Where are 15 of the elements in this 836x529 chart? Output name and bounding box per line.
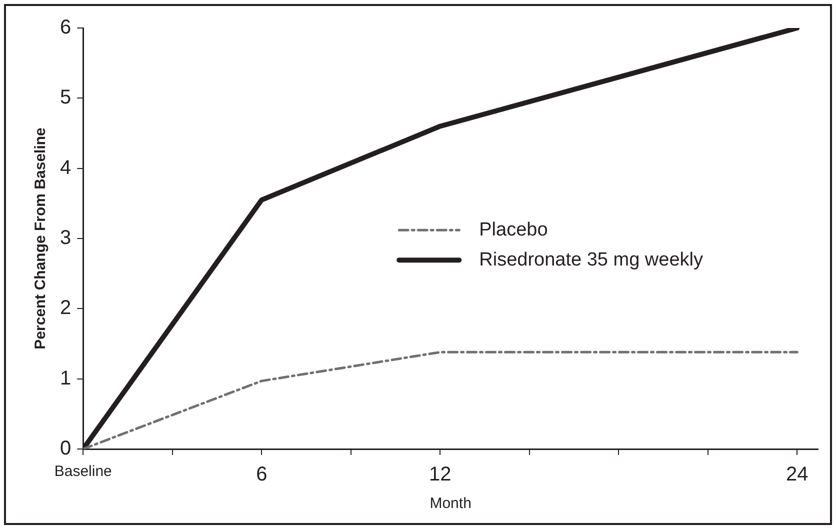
x-tick-label: 12 [429, 464, 452, 486]
y-tick-label: 3 [60, 227, 72, 250]
legend-label: Placebo [479, 219, 548, 240]
x-tick-label: 24 [786, 464, 808, 486]
x-tick-label: 6 [256, 464, 268, 486]
y-tick-label: 0 [60, 438, 72, 460]
y-tick-label: 5 [60, 86, 72, 109]
legend-label: Risedronate 35 mg weekly [479, 249, 704, 270]
y-tick-label: 6 [60, 16, 72, 39]
x-tick-label: Baseline [54, 463, 112, 480]
y-tick-label: 4 [60, 156, 72, 179]
y-axis-title: Percent Change From Baseline [32, 128, 50, 350]
y-tick-label: 2 [60, 297, 72, 320]
y-tick-label: 1 [60, 367, 72, 390]
x-axis-title: Month [430, 495, 472, 512]
